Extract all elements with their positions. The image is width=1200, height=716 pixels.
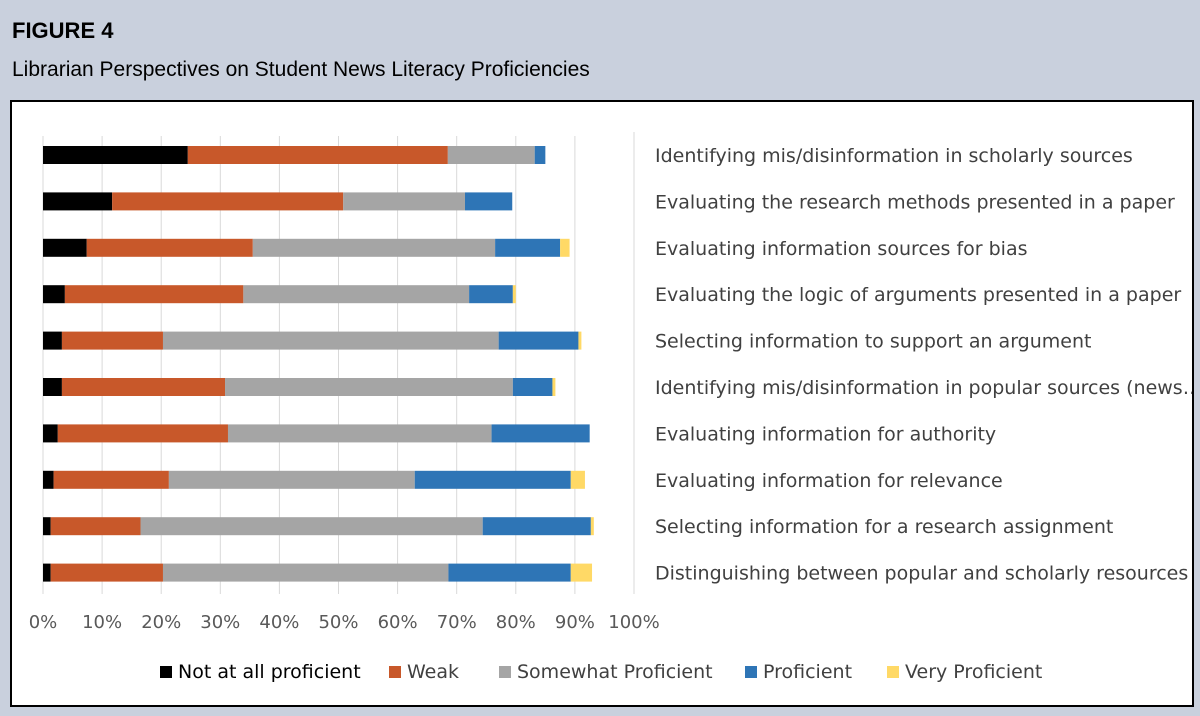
bar-segment [50, 517, 141, 536]
x-tick-label: 60% [378, 612, 418, 633]
legend-label: Not at all proficient [178, 661, 361, 683]
bar-segment [61, 378, 226, 396]
bar-segment [570, 470, 585, 489]
bar-segment [590, 517, 594, 536]
legend-label: Proficient [763, 661, 852, 683]
bar-segment [252, 238, 496, 257]
bar-segment [43, 285, 65, 304]
chart-panel: 0% 10% 20% 30% 40% 50% 60% 70% 80% 90% 100% Identif… [10, 100, 1194, 707]
bar-segment [162, 563, 449, 582]
bar-segment [64, 285, 244, 304]
bar-segment [464, 192, 513, 211]
bar-segment [43, 470, 54, 489]
bar-segment [560, 238, 570, 257]
bar-segment [43, 192, 113, 211]
bar-segment [140, 517, 483, 536]
bar-segment [491, 424, 590, 443]
legend-label: Somewhat Proficient [517, 661, 713, 683]
category-label: Identifying mis/disinformation in schola… [655, 145, 1133, 167]
category-label: Selecting information for a research ass… [655, 516, 1113, 538]
category-label: Evaluating information sources for bias [655, 238, 1028, 260]
bar-segment [43, 378, 62, 396]
bar-segment [469, 285, 513, 304]
x-tick-label: 40% [259, 612, 299, 633]
bar-segment [187, 146, 448, 164]
bar-segment [162, 331, 499, 350]
legend-label: Weak [407, 661, 459, 683]
bar-segment [86, 238, 253, 257]
x-tick-label: 10% [82, 612, 122, 633]
legend-swatch [745, 666, 757, 678]
x-tick-label: 50% [318, 612, 358, 633]
category-label: Evaluating information for authority [655, 423, 996, 445]
bar-segment [53, 470, 169, 489]
bar-segment [168, 470, 415, 489]
bar-segment [43, 517, 51, 536]
bar-segment [552, 378, 556, 396]
bar-segment [61, 331, 163, 350]
x-tick-label: 90% [555, 612, 595, 633]
x-tick-label: 0% [29, 612, 58, 633]
bar-segment [227, 424, 492, 443]
legend-swatch [160, 666, 172, 678]
x-tick-label: 70% [437, 612, 477, 633]
bar-segment [570, 563, 593, 582]
x-tick-label: 80% [496, 612, 536, 633]
bar-segment [43, 563, 51, 582]
bar-segment [448, 563, 571, 582]
legend-label: Very Proficient [905, 661, 1042, 683]
legend-swatch [389, 666, 401, 678]
legend-swatch [887, 666, 899, 678]
bar-segment [578, 331, 582, 350]
category-label: Distinguishing between popular and schol… [655, 563, 1188, 585]
figure-title: Librarian Perspectives on Student News L… [12, 58, 590, 81]
stacked-bar-chart: 0% 10% 20% 30% 40% 50% 60% 70% 80% 90% 100% Identif… [29, 132, 1192, 683]
x-tick-label: 30% [200, 612, 240, 633]
x-tick-label: 20% [141, 612, 181, 633]
category-label: Evaluating the logic of arguments presen… [655, 284, 1181, 306]
bar-segment [43, 424, 58, 443]
bar-segment [57, 424, 228, 443]
bar-segment [482, 517, 591, 536]
bar-segment [112, 192, 344, 211]
bar-segment [512, 378, 553, 396]
category-label: Evaluating the research methods presente… [655, 191, 1175, 213]
bar-segment [498, 331, 579, 350]
bar-segment [225, 378, 513, 396]
bar-segment [495, 238, 561, 257]
bar-segment [43, 238, 87, 257]
bar-segment [343, 192, 465, 211]
bar-segment [50, 563, 163, 582]
bar-segment [534, 146, 546, 164]
bar-segment [43, 331, 62, 350]
figure-label: FIGURE 4 [12, 18, 114, 43]
bar-segment [243, 285, 470, 304]
bar-segment [512, 285, 516, 304]
bar-segment [43, 146, 188, 164]
category-label: Identifying mis/disinformation in popula… [655, 377, 1192, 399]
category-label: Selecting information to support an argu… [655, 331, 1091, 353]
bar-segment [414, 470, 571, 489]
bar-segment [447, 146, 535, 164]
x-tick-label: 100% [608, 612, 659, 633]
legend-swatch [499, 666, 511, 678]
category-label: Evaluating information for relevance [655, 470, 1003, 492]
